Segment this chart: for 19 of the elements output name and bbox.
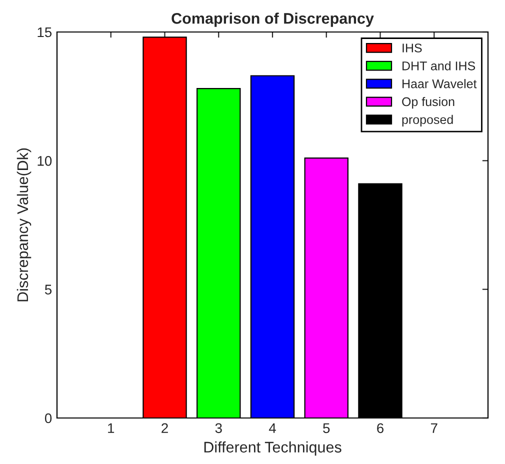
legend-label: IHS <box>402 44 422 52</box>
x-tick-label: 7 <box>430 423 438 433</box>
x-tick-label: 6 <box>377 423 384 434</box>
x-tick-label: 5 <box>323 423 330 434</box>
x-tick-label: 3 <box>215 423 222 434</box>
y-tick-label: 15 <box>38 27 52 38</box>
y-tick-label: 5 <box>44 284 52 295</box>
legend-label: proposed <box>402 114 453 127</box>
y-tick-label: 0 <box>44 413 52 424</box>
x-tick-label: 1 <box>108 423 114 433</box>
y-tick-label: 10 <box>38 156 52 166</box>
y-axis-title: Discrepancy Value(Dk) <box>16 148 32 302</box>
legend-label: Op fusion <box>402 96 454 109</box>
legend-label: Haar Wavelet <box>402 79 477 88</box>
chart-title: Comaprison of Discrepancy <box>172 12 374 27</box>
x-tick-label: 4 <box>268 423 276 433</box>
x-tick-label: 2 <box>162 423 168 433</box>
x-axis-title: Different Techniques <box>204 441 342 456</box>
legend-label: DHT and IHS <box>402 61 476 70</box>
